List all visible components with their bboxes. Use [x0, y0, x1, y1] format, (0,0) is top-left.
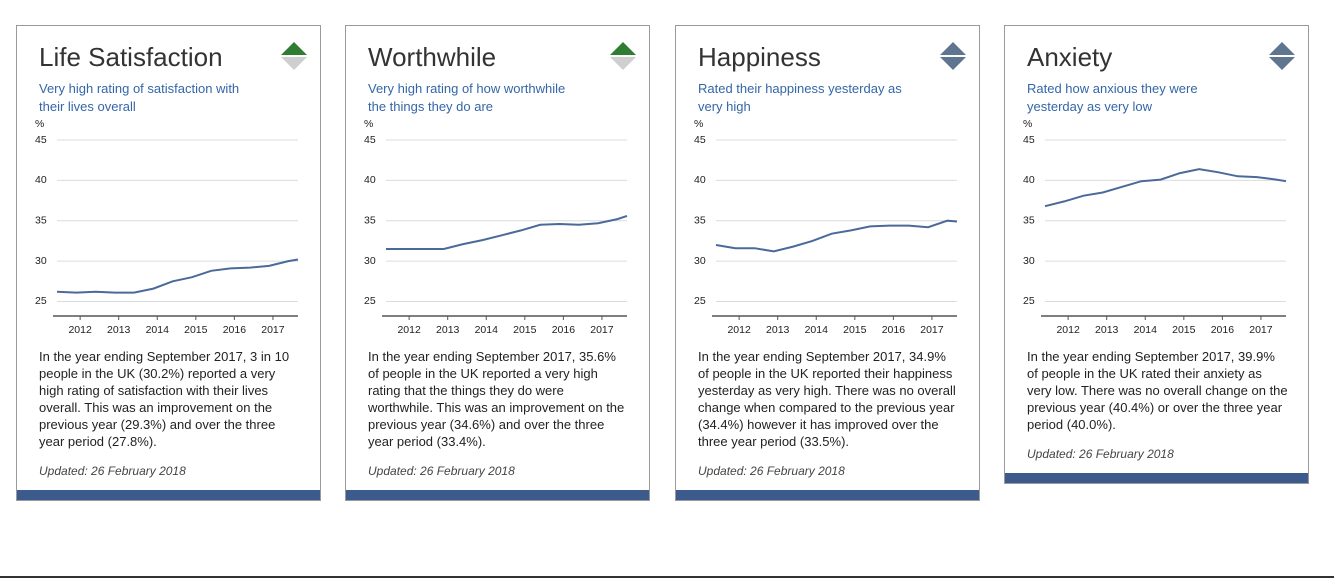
- x-tick-label: 2015: [1172, 324, 1196, 336]
- y-tick-label: 35: [1023, 215, 1035, 227]
- x-tick-label: 2014: [475, 324, 499, 336]
- trend-icon: [940, 42, 966, 70]
- card-title: Worthwhile: [368, 42, 497, 72]
- x-tick-label: 2013: [107, 324, 131, 336]
- y-tick-label: 40: [1023, 174, 1035, 186]
- x-tick-label: 2015: [843, 324, 867, 336]
- x-tick-label: 2015: [513, 324, 537, 336]
- data-line: [386, 214, 628, 250]
- card: Worthwhile Very high rating of how worthw…: [345, 25, 650, 501]
- card-body: Worthwhile Very high rating of how worthw…: [346, 26, 649, 478]
- card-updated: Updated: 26 February 2018: [1027, 447, 1174, 461]
- y-tick-label: 25: [35, 295, 47, 307]
- card-description: In the year ending September 2017, 34.9%…: [698, 349, 956, 449]
- card-description: In the year ending September 2017, 3 in …: [39, 349, 290, 449]
- card-title: Happiness: [698, 42, 821, 72]
- data-line: [715, 219, 958, 253]
- chart: % 25 30 35 40 45 2012 2013 2014 2015 2016 2017: [35, 118, 299, 336]
- card-footer-bar: [346, 490, 649, 500]
- card-body: Anxiety Rated how anxious they were yeste…: [1005, 26, 1308, 461]
- card-footer-bar: [676, 490, 979, 500]
- y-tick-label: 25: [1023, 295, 1035, 307]
- trend-icon: [610, 42, 636, 70]
- card-title: Life Satisfaction: [39, 42, 223, 72]
- x-tick-label: 2016: [882, 324, 906, 336]
- card-subtitle: Very high rating of how worthwhile the t…: [368, 81, 566, 114]
- chart: % 25 30 35 40 45 2012 2013 2014 2015 2016 2017: [1023, 118, 1287, 336]
- y-tick-label: 35: [35, 215, 47, 227]
- data-line: [56, 258, 299, 294]
- card-subtitle: Rated how anxious they were yesterday as…: [1027, 81, 1198, 114]
- y-tick-label: 45: [35, 134, 47, 146]
- y-tick-label: 45: [694, 134, 706, 146]
- y-tick-label: 30: [364, 255, 376, 267]
- y-axis-label: %: [35, 118, 44, 130]
- y-tick-label: 40: [35, 174, 47, 186]
- data-line: [1044, 168, 1287, 208]
- chart: % 25 30 35 40 45 2012 2013 2014 2015 2016 2017: [364, 118, 628, 336]
- x-tick-label: 2012: [727, 324, 751, 336]
- x-tick-label: 2012: [1056, 324, 1080, 336]
- x-tick-label: 2015: [184, 324, 208, 336]
- card: Happiness Rated their happiness yesterday…: [675, 25, 980, 501]
- x-tick-label: 2016: [1211, 324, 1235, 336]
- card-title: Anxiety: [1027, 42, 1113, 72]
- y-tick-label: 40: [364, 174, 376, 186]
- card-updated: Updated: 26 February 2018: [368, 464, 515, 478]
- y-tick-label: 30: [1023, 255, 1035, 267]
- x-tick-label: 2017: [590, 324, 614, 336]
- x-tick-label: 2014: [146, 324, 170, 336]
- card-subtitle: Rated their happiness yesterday as very …: [698, 81, 902, 114]
- y-tick-label: 40: [694, 174, 706, 186]
- x-tick-label: 2013: [436, 324, 460, 336]
- x-tick-label: 2017: [261, 324, 285, 336]
- y-axis-label: %: [694, 118, 703, 130]
- card-subtitle: Very high rating of satisfaction with th…: [39, 81, 240, 114]
- card-description: In the year ending September 2017, 39.9%…: [1027, 349, 1288, 432]
- y-axis-label: %: [364, 118, 373, 130]
- y-tick-label: 35: [694, 215, 706, 227]
- card: Anxiety Rated how anxious they were yeste…: [1004, 25, 1309, 484]
- chart: % 25 30 35 40 45 2012 2013 2014 2015 2016 2017: [694, 118, 958, 336]
- x-tick-label: 2012: [397, 324, 421, 336]
- x-tick-label: 2016: [223, 324, 247, 336]
- y-tick-label: 30: [35, 255, 47, 267]
- trend-icon: [1269, 42, 1295, 70]
- x-tick-label: 2017: [1249, 324, 1273, 336]
- card: Life Satisfaction Very high rating of sat…: [16, 25, 321, 501]
- x-tick-label: 2016: [552, 324, 576, 336]
- card-footer-bar: [17, 490, 320, 500]
- y-tick-label: 25: [364, 295, 376, 307]
- card-body: Life Satisfaction Very high rating of sat…: [17, 26, 320, 478]
- trend-icon: [281, 42, 307, 70]
- y-tick-label: 30: [694, 255, 706, 267]
- x-tick-label: 2013: [1095, 324, 1119, 336]
- x-tick-label: 2014: [1134, 324, 1158, 336]
- bottom-rule: [0, 576, 1334, 578]
- y-axis-label: %: [1023, 118, 1032, 130]
- y-tick-label: 35: [364, 215, 376, 227]
- y-tick-label: 45: [364, 134, 376, 146]
- card-body: Happiness Rated their happiness yesterday…: [676, 26, 979, 478]
- card-updated: Updated: 26 February 2018: [39, 464, 186, 478]
- card-footer-bar: [1005, 473, 1308, 483]
- card-description: In the year ending September 2017, 35.6%…: [368, 349, 625, 449]
- y-tick-label: 25: [694, 295, 706, 307]
- x-tick-label: 2014: [805, 324, 829, 336]
- x-tick-label: 2013: [766, 324, 790, 336]
- card-updated: Updated: 26 February 2018: [698, 464, 845, 478]
- y-tick-label: 45: [1023, 134, 1035, 146]
- x-tick-label: 2012: [68, 324, 92, 336]
- x-tick-label: 2017: [920, 324, 944, 336]
